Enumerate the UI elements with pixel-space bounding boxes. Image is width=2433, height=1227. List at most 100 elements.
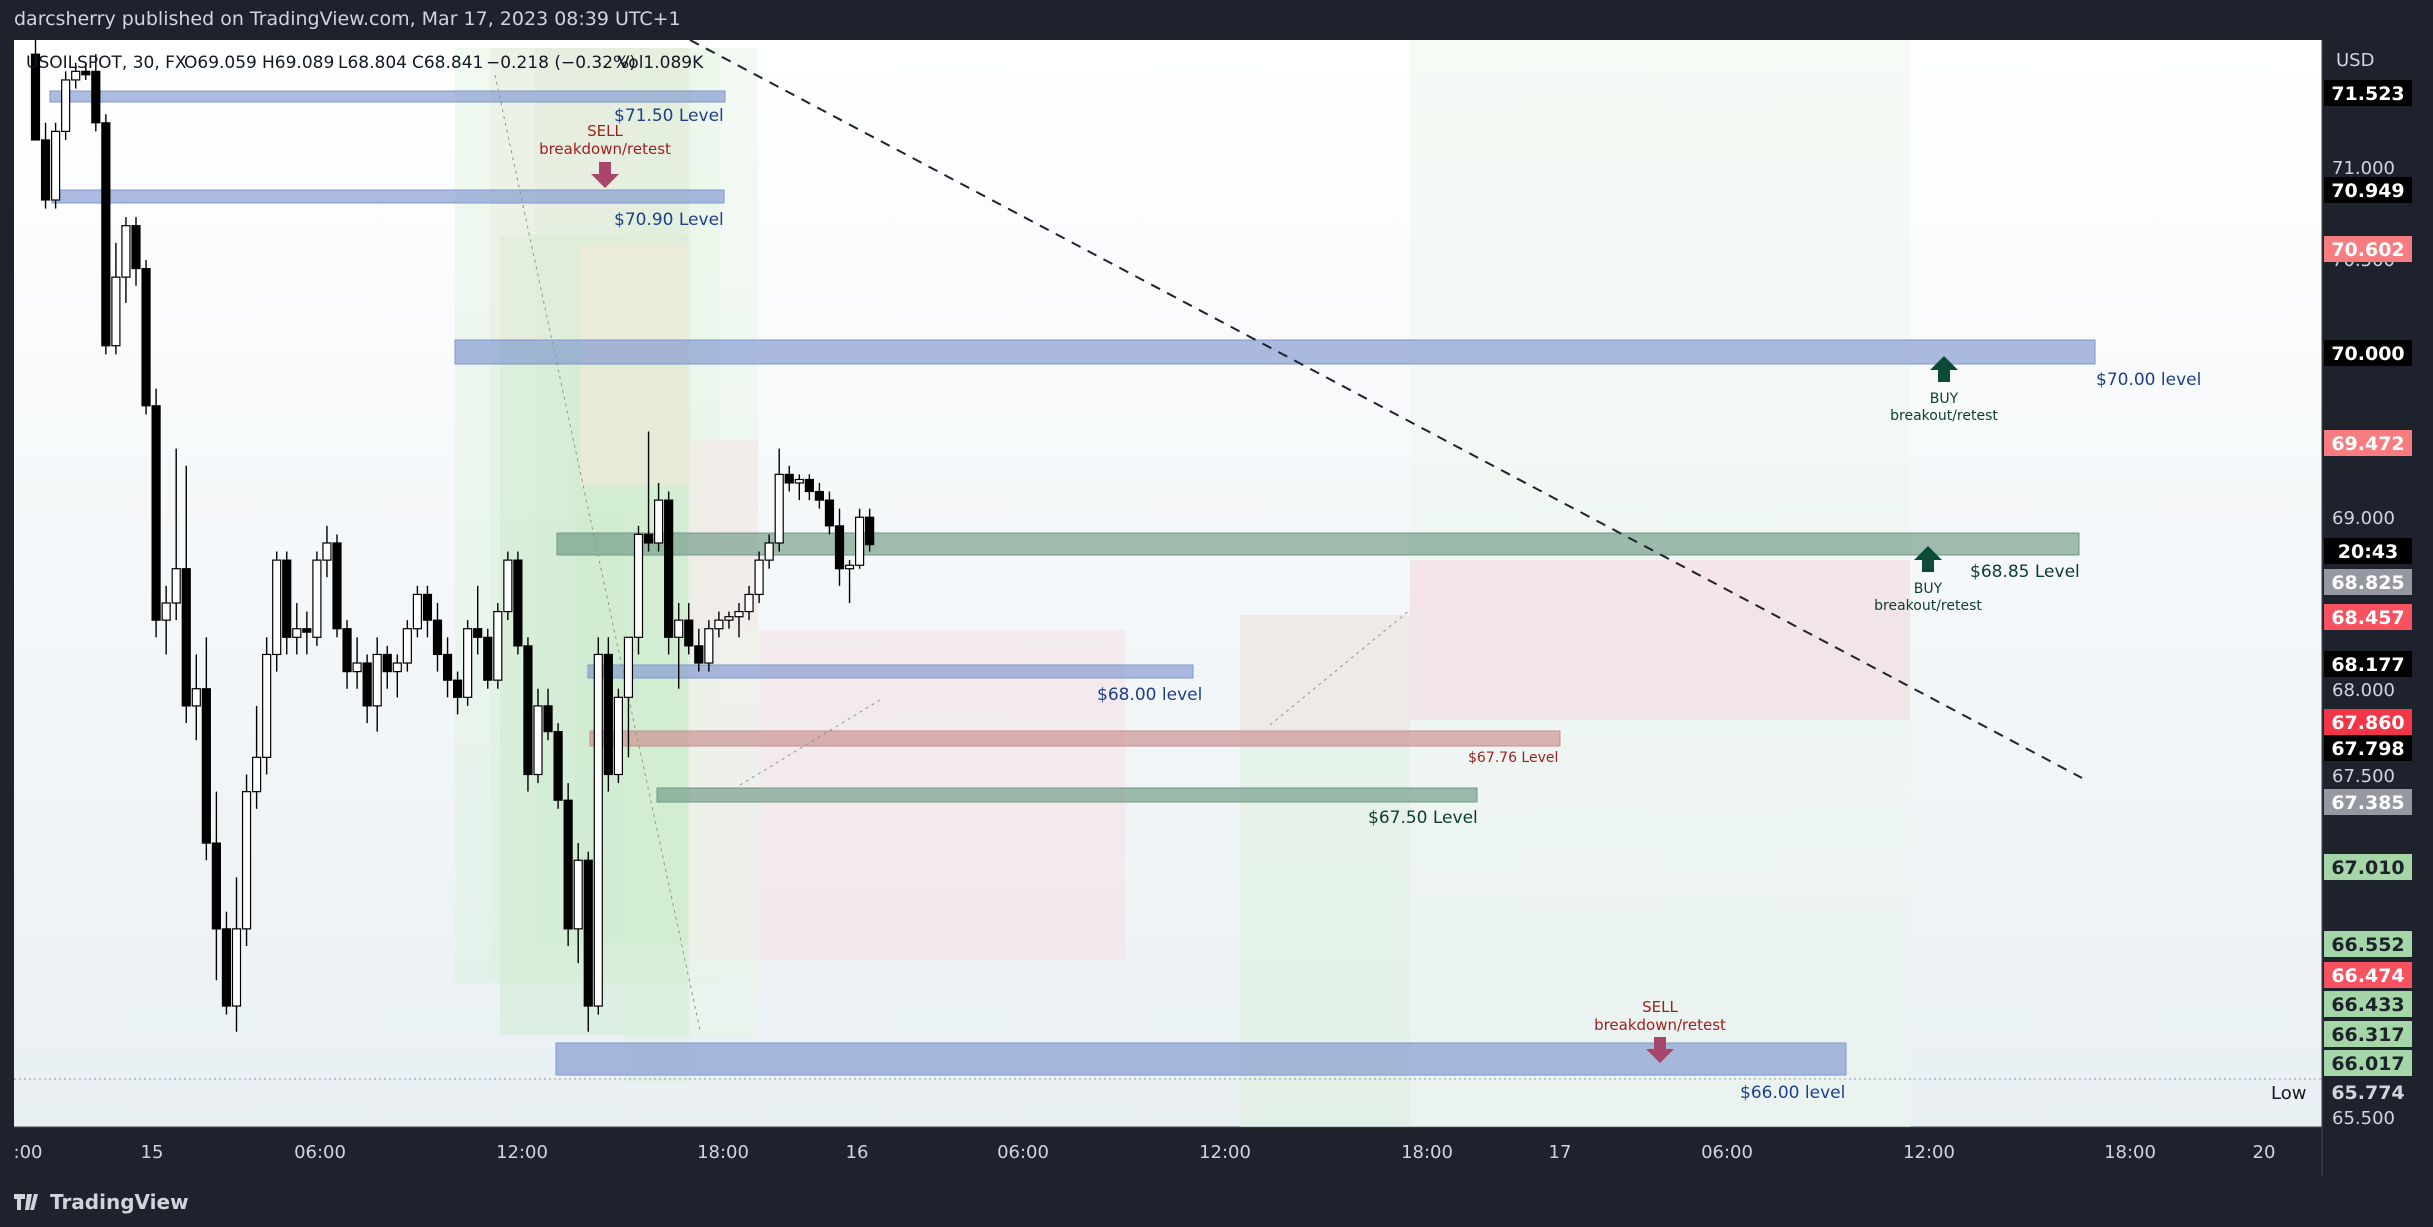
price-badge-12: 66.552 <box>2331 934 2404 956</box>
annotation-buy1-b: breakout/retest <box>1890 408 1998 424</box>
price-tick-5: 65.500 <box>2332 1108 2395 1129</box>
published-text: darcsherry published on TradingView.com,… <box>14 8 681 30</box>
zone-70-90 <box>51 189 725 204</box>
candle-body-29 <box>322 542 332 561</box>
chart-pane[interactable] <box>14 40 2322 1127</box>
annotation-lvl-6750: $67.50 Level <box>1368 808 1478 828</box>
annotation-sell1-b: breakdown/retest <box>539 140 671 158</box>
time-tick-10: 06:00 <box>1701 1142 1753 1163</box>
price-tick-0: 71.000 <box>2332 158 2395 179</box>
legend-change: −0.218 (−0.32%) <box>486 53 636 73</box>
legend-symbol[interactable]: USOILSPOT, 30, FX <box>26 53 187 73</box>
price-badge-bg-15 <box>2324 1021 2412 1047</box>
candle-body-46 <box>493 610 503 681</box>
annotation-lvl-7090: $70.90 Level <box>614 210 724 230</box>
tradingview-brand: TradingView <box>50 1190 189 1214</box>
price-badge-3: 70.000 <box>2331 343 2404 365</box>
candle-body-81 <box>844 564 855 570</box>
price-badge-1: 70.949 <box>2331 180 2404 202</box>
zone-66-00 <box>555 1042 1847 1076</box>
legend-close: C68.841 <box>412 53 483 73</box>
candle-body-12 <box>151 405 161 621</box>
candle-body-54 <box>573 859 583 930</box>
zone-bg-14 <box>1410 560 1910 720</box>
price-badge-bg-10 <box>2324 789 2412 815</box>
candle-body-78 <box>814 490 825 501</box>
candle-body-24 <box>272 559 282 656</box>
candle-body-48 <box>513 559 523 647</box>
candle-body-40 <box>432 619 443 656</box>
price-badge-bg-9 <box>2324 735 2412 761</box>
candle-body-32 <box>352 662 362 673</box>
price-tick-3: 68.000 <box>2332 680 2395 701</box>
time-tick-1: 15 <box>141 1142 164 1163</box>
price-badge-9: 67.798 <box>2331 738 2404 760</box>
candle-body-22 <box>252 756 262 793</box>
candle-body-70 <box>734 610 744 618</box>
sell-arrow-icon-1 <box>591 162 619 188</box>
tradingview-logo-icon <box>14 1194 38 1210</box>
annotation-lvl-6600: $66.00 level <box>1740 1083 1845 1103</box>
candle-body-53 <box>563 799 573 930</box>
zone-68-85 <box>556 532 2080 556</box>
candle-body-55 <box>583 859 593 1007</box>
price-badge-14: 66.433 <box>2331 994 2404 1016</box>
candle-body-50 <box>533 705 543 776</box>
candle-body-35 <box>382 653 392 673</box>
candle-body-74 <box>774 473 784 544</box>
candle-body-15 <box>181 568 191 707</box>
candle-body-5 <box>81 70 91 76</box>
candle-body-6 <box>91 70 101 124</box>
price-badge-8: 67.860 <box>2331 712 2404 734</box>
candle-body-38 <box>412 593 422 630</box>
candle-body-23 <box>262 653 272 758</box>
sell-arrow-icon-2 <box>1646 1037 1674 1063</box>
price-badge-bg-8 <box>2324 709 2412 735</box>
price-badge-bg-0 <box>2324 80 2412 106</box>
price-badge-15: 66.317 <box>2331 1024 2404 1046</box>
zone-bg-11 <box>690 630 760 980</box>
candle-body-59 <box>623 636 634 698</box>
price-badge-13: 66.474 <box>2331 965 2404 987</box>
candle-body-41 <box>442 653 453 681</box>
candle-body-25 <box>282 559 292 638</box>
price-badge-4: 69.472 <box>2331 433 2404 455</box>
candle-body-64 <box>674 619 684 638</box>
price-badge-bg-5 <box>2324 569 2412 595</box>
price-badge-bg-2 <box>2324 236 2412 262</box>
candle-body-8 <box>111 276 121 347</box>
annotation-buy1-a: BUY <box>1930 391 1959 407</box>
candle-body-4 <box>71 70 81 81</box>
annotation-sell2-b: breakdown/retest <box>1594 1016 1726 1034</box>
tradingview-logo[interactable]: TradingView <box>14 1190 189 1214</box>
price-badge-16: 66.017 <box>2331 1053 2404 1075</box>
candle-body-30 <box>332 542 342 630</box>
price-tick-2: 69.000 <box>2332 508 2395 529</box>
candle-body-83 <box>865 516 875 546</box>
candle-body-63 <box>664 499 674 638</box>
candle-body-71 <box>744 593 754 613</box>
price-badge-11: 67.010 <box>2331 857 2404 879</box>
annotation-lvl-7150: $71.50 Level <box>614 106 724 126</box>
candle-body-18 <box>211 842 221 930</box>
price-badge-2: 70.602 <box>2331 239 2404 261</box>
price-tick-4: 67.500 <box>2332 766 2395 787</box>
price-badge-5: 68.825 <box>2331 572 2404 594</box>
candle-body-65 <box>684 619 694 647</box>
candle-body-47 <box>503 559 513 613</box>
price-badge-bg-16 <box>2324 1050 2412 1076</box>
price-badge-bg-12 <box>2324 931 2412 957</box>
time-tick-5: 16 <box>846 1142 869 1163</box>
candle-body-57 <box>603 653 613 776</box>
time-axis-bg[interactable] <box>0 1127 2322 1177</box>
time-tick-13: 20 <box>2253 1142 2276 1163</box>
candle-body-26 <box>292 628 302 638</box>
candle-body-82 <box>854 516 865 566</box>
time-axis: :00 15 06:00 12:00 18:00 16 06:00 12:00 18:00 17 0… <box>14 1142 2276 1163</box>
zone-67-76 <box>589 730 1561 747</box>
candle-body-67 <box>704 628 714 664</box>
candle-body-11 <box>141 267 151 407</box>
price-badge-0: 71.523 <box>2331 83 2404 105</box>
candle-body-72 <box>754 559 764 596</box>
candle-body-13 <box>161 602 171 621</box>
